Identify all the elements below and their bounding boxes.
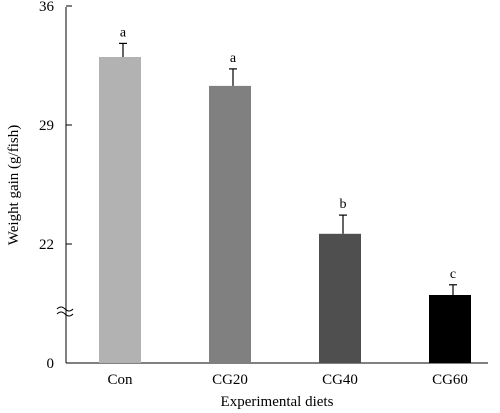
bar-cg20 — [209, 85, 251, 364]
bar-cg40 — [319, 233, 361, 363]
significance-label: a — [230, 51, 237, 66]
x-tick-label: CG20 — [212, 372, 248, 388]
y-axis-title: Weight gain (g/fish) — [6, 125, 22, 245]
y-tick-label: 0 — [47, 356, 55, 372]
y-tick-label: 29 — [39, 118, 54, 134]
x-ticks: Con CG20 CG40 CG60 — [107, 372, 467, 388]
significance-label: b — [340, 197, 347, 212]
y-ticks: 36 29 22 0 — [39, 0, 72, 372]
bar-con — [99, 57, 141, 363]
x-axis-title: Experimental diets — [221, 394, 334, 410]
significance-label: c — [450, 267, 456, 282]
y-tick-label: 22 — [39, 237, 54, 253]
bars: a a b c — [99, 25, 471, 364]
significance-label: a — [120, 25, 127, 40]
x-tick-label: CG40 — [322, 372, 358, 388]
axis-break-mark — [56, 306, 74, 317]
y-tick-label: 36 — [39, 0, 55, 15]
x-tick-label: CG60 — [432, 372, 468, 388]
bar-cg60 — [429, 295, 471, 363]
x-tick-label: Con — [107, 372, 133, 388]
